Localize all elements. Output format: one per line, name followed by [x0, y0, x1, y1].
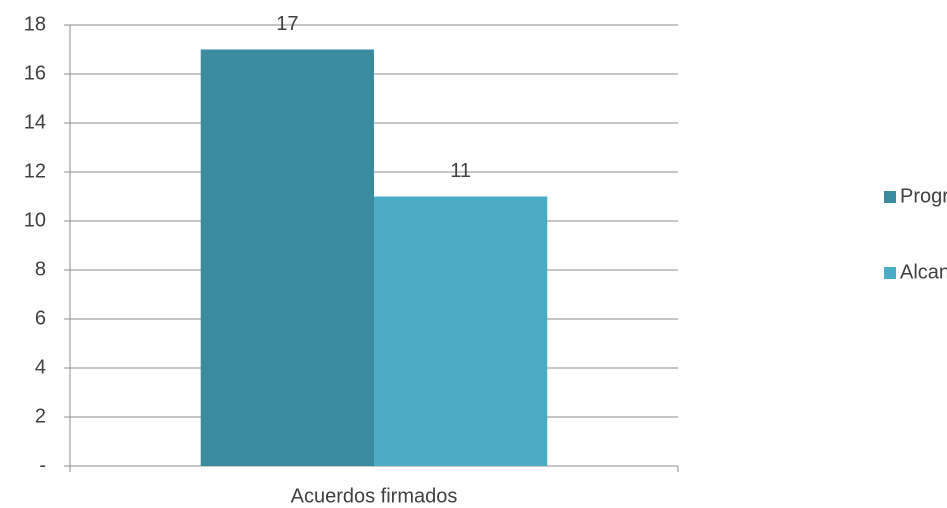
- x-tick-label: Acuerdos firmados: [291, 485, 458, 507]
- legend-label: Programado: [900, 185, 947, 207]
- legend-label: Alcanzado: [900, 261, 947, 283]
- data-label: 11: [450, 160, 471, 182]
- legend-swatch: [884, 267, 896, 279]
- y-tick-label: 6: [35, 307, 46, 329]
- y-tick-label: 8: [35, 258, 46, 280]
- y-tick-label: 2: [35, 405, 46, 427]
- data-label: 17: [276, 13, 298, 35]
- y-tick-label: -: [39, 454, 46, 476]
- legend-swatch: [884, 191, 896, 203]
- y-tick-label: 4: [35, 356, 46, 378]
- bar: [374, 196, 548, 466]
- y-tick-label: 18: [24, 13, 46, 35]
- y-tick-label: 16: [24, 62, 46, 84]
- y-tick-label: 12: [24, 160, 46, 182]
- bar: [200, 49, 374, 466]
- y-tick-label: 14: [24, 111, 46, 133]
- y-tick-label: 10: [24, 209, 46, 231]
